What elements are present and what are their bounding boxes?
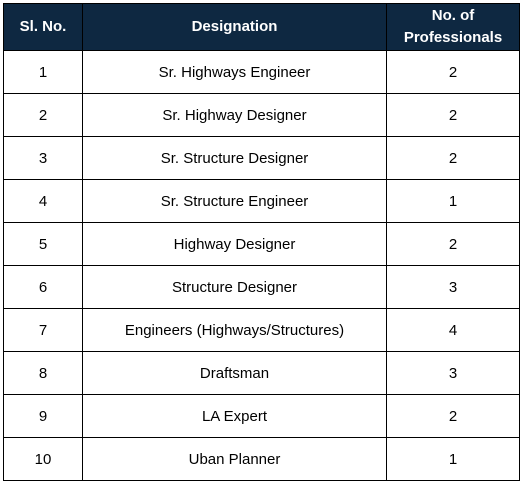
cell-sl-no: 10 [3, 437, 83, 481]
cell-count: 2 [386, 136, 520, 180]
cell-sl-no: 1 [3, 50, 83, 94]
header-sl-no: Sl. No. [3, 3, 83, 51]
cell-designation: Sr. Structure Engineer [82, 179, 387, 223]
header-no-of-professionals-line1: No. of [431, 7, 475, 24]
cell-designation: Highway Designer [82, 222, 387, 266]
cell-count: 2 [386, 394, 520, 438]
table-row: 1 Sr. Highways Engineer 2 [3, 50, 520, 94]
cell-sl-no: 3 [3, 136, 83, 180]
table-row: 10 Uban Planner 1 [3, 437, 520, 481]
cell-sl-no: 7 [3, 308, 83, 352]
table-row: 6 Structure Designer 3 [3, 265, 520, 309]
table-row: 4 Sr. Structure Engineer 1 [3, 179, 520, 223]
cell-designation: Sr. Highway Designer [82, 93, 387, 137]
cell-count: 3 [386, 265, 520, 309]
header-no-of-professionals: No. of Professionals [386, 3, 520, 51]
table-row: 3 Sr. Structure Designer 2 [3, 136, 520, 180]
cell-designation: Sr. Highways Engineer [82, 50, 387, 94]
cell-count: 4 [386, 308, 520, 352]
cell-count: 2 [386, 50, 520, 94]
table-row: 9 LA Expert 2 [3, 394, 520, 438]
cell-sl-no: 2 [3, 93, 83, 137]
cell-designation: Sr. Structure Designer [82, 136, 387, 180]
table-row: 5 Highway Designer 2 [3, 222, 520, 266]
cell-count: 1 [386, 179, 520, 223]
staffing-table: Sl. No. Designation No. of Professionals… [3, 3, 520, 481]
cell-sl-no: 6 [3, 265, 83, 309]
cell-count: 2 [386, 93, 520, 137]
cell-designation: LA Expert [82, 394, 387, 438]
cell-count: 3 [386, 351, 520, 395]
table-header: Sl. No. Designation No. of Professionals [3, 3, 520, 51]
staffing-table-container: Sl. No. Designation No. of Professionals… [3, 3, 520, 481]
table-body: 1 Sr. Highways Engineer 2 2 Sr. Highway … [3, 50, 520, 481]
cell-designation: Engineers (Highways/Structures) [82, 308, 387, 352]
header-row: Sl. No. Designation No. of Professionals [3, 3, 520, 51]
cell-designation: Structure Designer [82, 265, 387, 309]
cell-sl-no: 9 [3, 394, 83, 438]
header-designation: Designation [82, 3, 387, 51]
cell-designation: Uban Planner [82, 437, 387, 481]
table-row: 2 Sr. Highway Designer 2 [3, 93, 520, 137]
cell-sl-no: 8 [3, 351, 83, 395]
cell-designation: Draftsman [82, 351, 387, 395]
table-row: 7 Engineers (Highways/Structures) 4 [3, 308, 520, 352]
cell-sl-no: 5 [3, 222, 83, 266]
table-row: 8 Draftsman 3 [3, 351, 520, 395]
cell-count: 1 [386, 437, 520, 481]
cell-count: 2 [386, 222, 520, 266]
cell-sl-no: 4 [3, 179, 83, 223]
header-no-of-professionals-line2: Professionals [403, 29, 503, 46]
